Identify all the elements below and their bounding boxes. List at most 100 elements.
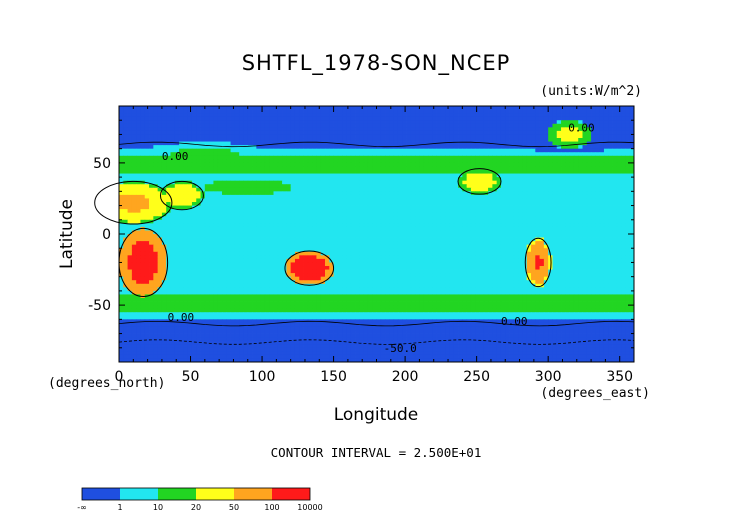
heatmap-cell bbox=[385, 187, 390, 192]
heatmap-cell bbox=[273, 127, 279, 132]
heatmap-cell bbox=[342, 248, 347, 253]
heatmap-cell bbox=[209, 134, 214, 139]
heatmap-cell bbox=[428, 219, 433, 224]
heatmap-cell bbox=[522, 109, 528, 114]
heatmap-cell bbox=[410, 116, 416, 121]
heatmap-cell bbox=[243, 120, 249, 125]
heatmap-cell bbox=[526, 170, 532, 174]
heatmap-cell bbox=[569, 223, 575, 228]
heatmap-cell bbox=[243, 106, 249, 110]
heatmap-cell bbox=[367, 244, 373, 249]
heatmap-cell bbox=[226, 120, 231, 125]
heatmap-cell bbox=[419, 134, 425, 139]
heatmap-cell bbox=[290, 106, 296, 110]
heatmap-cell bbox=[286, 155, 292, 160]
heatmap-cell bbox=[586, 162, 592, 167]
heatmap-cell bbox=[217, 187, 223, 192]
heatmap-cell bbox=[423, 180, 429, 185]
heatmap-cell bbox=[342, 187, 347, 192]
heatmap-cell bbox=[127, 148, 133, 153]
heatmap-cell bbox=[500, 106, 506, 110]
heatmap-cell bbox=[539, 134, 545, 139]
heatmap-cell bbox=[119, 145, 124, 150]
heatmap-cell bbox=[625, 194, 631, 199]
heatmap-cell bbox=[307, 230, 313, 235]
heatmap-cell bbox=[355, 205, 360, 210]
heatmap-cell bbox=[440, 145, 446, 150]
heatmap-cell bbox=[397, 127, 403, 132]
heatmap-cell bbox=[170, 162, 176, 167]
heatmap-cell bbox=[513, 155, 519, 160]
heatmap-cell bbox=[209, 106, 214, 110]
heatmap-cell bbox=[380, 198, 386, 203]
heatmap-cell bbox=[187, 155, 193, 160]
heatmap-cell bbox=[282, 130, 287, 135]
heatmap-cell bbox=[196, 148, 201, 153]
heatmap-cell bbox=[144, 234, 150, 238]
heatmap-cell bbox=[149, 244, 154, 249]
heatmap-cell bbox=[183, 230, 189, 235]
heatmap-cell bbox=[213, 138, 219, 142]
heatmap-cell bbox=[492, 138, 498, 142]
heatmap-cell bbox=[462, 230, 468, 235]
heatmap-cell bbox=[453, 120, 459, 125]
heatmap-cell bbox=[247, 194, 253, 199]
heatmap-cell bbox=[329, 248, 334, 253]
heatmap-cell bbox=[136, 219, 141, 224]
heatmap-cell bbox=[346, 173, 352, 178]
heatmap-cell bbox=[329, 145, 334, 150]
heatmap-cell bbox=[475, 155, 480, 160]
heatmap-cell bbox=[449, 130, 455, 135]
heatmap-cell bbox=[329, 123, 334, 128]
heatmap-cell bbox=[350, 248, 356, 253]
heatmap-cell bbox=[595, 148, 601, 153]
heatmap-cell bbox=[174, 205, 180, 210]
heatmap-cell bbox=[428, 148, 433, 153]
heatmap-cell bbox=[509, 198, 515, 203]
heatmap-cell bbox=[307, 116, 313, 121]
heatmap-cell bbox=[149, 194, 154, 199]
heatmap-cell bbox=[385, 230, 390, 235]
heatmap-cell bbox=[337, 187, 343, 192]
heatmap-cell bbox=[393, 234, 399, 238]
heatmap-cell bbox=[144, 141, 150, 146]
heatmap-cell bbox=[282, 209, 287, 214]
heatmap-cell bbox=[252, 219, 257, 224]
heatmap-cell bbox=[569, 191, 575, 196]
heatmap-cell bbox=[140, 187, 146, 192]
heatmap-cell bbox=[337, 241, 343, 246]
heatmap-cell bbox=[213, 148, 219, 153]
heatmap-cell bbox=[518, 202, 523, 206]
heatmap-cell bbox=[526, 120, 532, 125]
heatmap-cell bbox=[440, 120, 446, 125]
heatmap-cell bbox=[445, 130, 450, 135]
heatmap-cell bbox=[269, 198, 274, 203]
heatmap-cell bbox=[131, 127, 137, 132]
heatmap-cell bbox=[119, 216, 124, 221]
heatmap-cell bbox=[586, 145, 592, 150]
heatmap-cell bbox=[393, 113, 399, 118]
heatmap-cell bbox=[247, 113, 253, 118]
heatmap-cell bbox=[518, 159, 523, 164]
heatmap-cell bbox=[282, 226, 287, 231]
heatmap-cell bbox=[509, 184, 515, 189]
heatmap-cell bbox=[543, 205, 549, 210]
heatmap-cell bbox=[475, 226, 480, 231]
heatmap-cell bbox=[337, 230, 343, 235]
heatmap-cell bbox=[565, 166, 571, 171]
heatmap-cell bbox=[333, 184, 339, 189]
heatmap-cell bbox=[123, 177, 128, 182]
heatmap-cell bbox=[252, 162, 257, 167]
heatmap-cell bbox=[397, 180, 403, 185]
heatmap-cell bbox=[346, 180, 352, 185]
heatmap-cell bbox=[213, 123, 219, 128]
heatmap-cell bbox=[247, 198, 253, 203]
heatmap-cell bbox=[548, 177, 553, 182]
heatmap-cell bbox=[144, 177, 150, 182]
heatmap-cell bbox=[346, 205, 352, 210]
heatmap-cell bbox=[531, 113, 536, 118]
heatmap-cell bbox=[243, 123, 249, 128]
heatmap-cell bbox=[222, 148, 227, 153]
heatmap-cell bbox=[127, 244, 133, 249]
heatmap-cell bbox=[277, 109, 283, 114]
